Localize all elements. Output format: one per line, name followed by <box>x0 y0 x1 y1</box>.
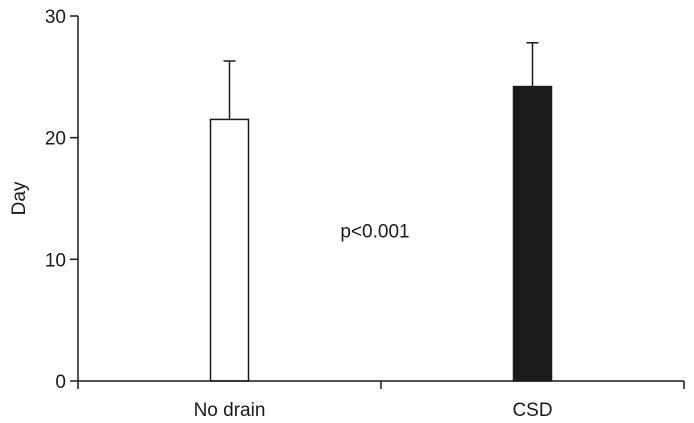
bar-csd <box>512 85 553 382</box>
p-value-annotation: p<0.001 <box>340 221 409 242</box>
y-axis-title: Day <box>9 181 30 215</box>
error-bars <box>223 42 539 120</box>
y-tick-label: 0 <box>55 372 66 393</box>
y-tick-label: 20 <box>45 129 66 150</box>
y-tick-label: 10 <box>45 250 66 271</box>
category-label: No drain <box>194 400 266 421</box>
x-ticks <box>77 381 685 389</box>
category-labels: No drain CSD <box>194 400 553 421</box>
category-label: CSD <box>512 400 552 421</box>
y-tick-label: 30 <box>45 7 66 28</box>
bar-no-drain <box>209 118 250 382</box>
y-ticks: 0 10 20 30 <box>45 7 78 393</box>
